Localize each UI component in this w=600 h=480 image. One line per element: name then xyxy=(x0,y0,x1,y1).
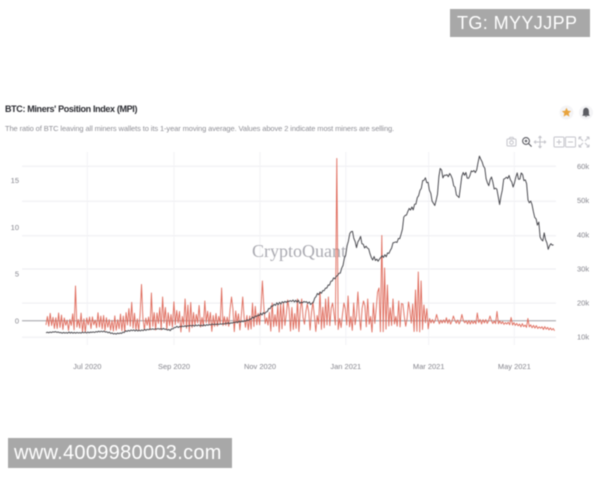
svg-text:5: 5 xyxy=(15,270,19,279)
svg-text:0: 0 xyxy=(15,316,19,325)
svg-text:15: 15 xyxy=(11,176,19,185)
svg-text:20k: 20k xyxy=(577,299,589,308)
svg-text:40k: 40k xyxy=(577,230,589,239)
svg-text:50k: 50k xyxy=(577,196,589,205)
svg-text:Nov 2020: Nov 2020 xyxy=(244,362,276,371)
svg-text:Mar 2021: Mar 2021 xyxy=(413,362,445,371)
svg-text:May 2021: May 2021 xyxy=(498,362,531,371)
svg-text:Jul 2020: Jul 2020 xyxy=(73,362,101,371)
svg-text:Sep 2020: Sep 2020 xyxy=(158,362,190,371)
svg-text:10: 10 xyxy=(11,223,19,232)
svg-text:Jan 2021: Jan 2021 xyxy=(330,362,361,371)
svg-text:CryptoQuant: CryptoQuant xyxy=(252,241,346,261)
svg-text:60k: 60k xyxy=(577,162,589,171)
svg-text:10k: 10k xyxy=(577,333,589,342)
svg-text:30k: 30k xyxy=(577,264,589,273)
